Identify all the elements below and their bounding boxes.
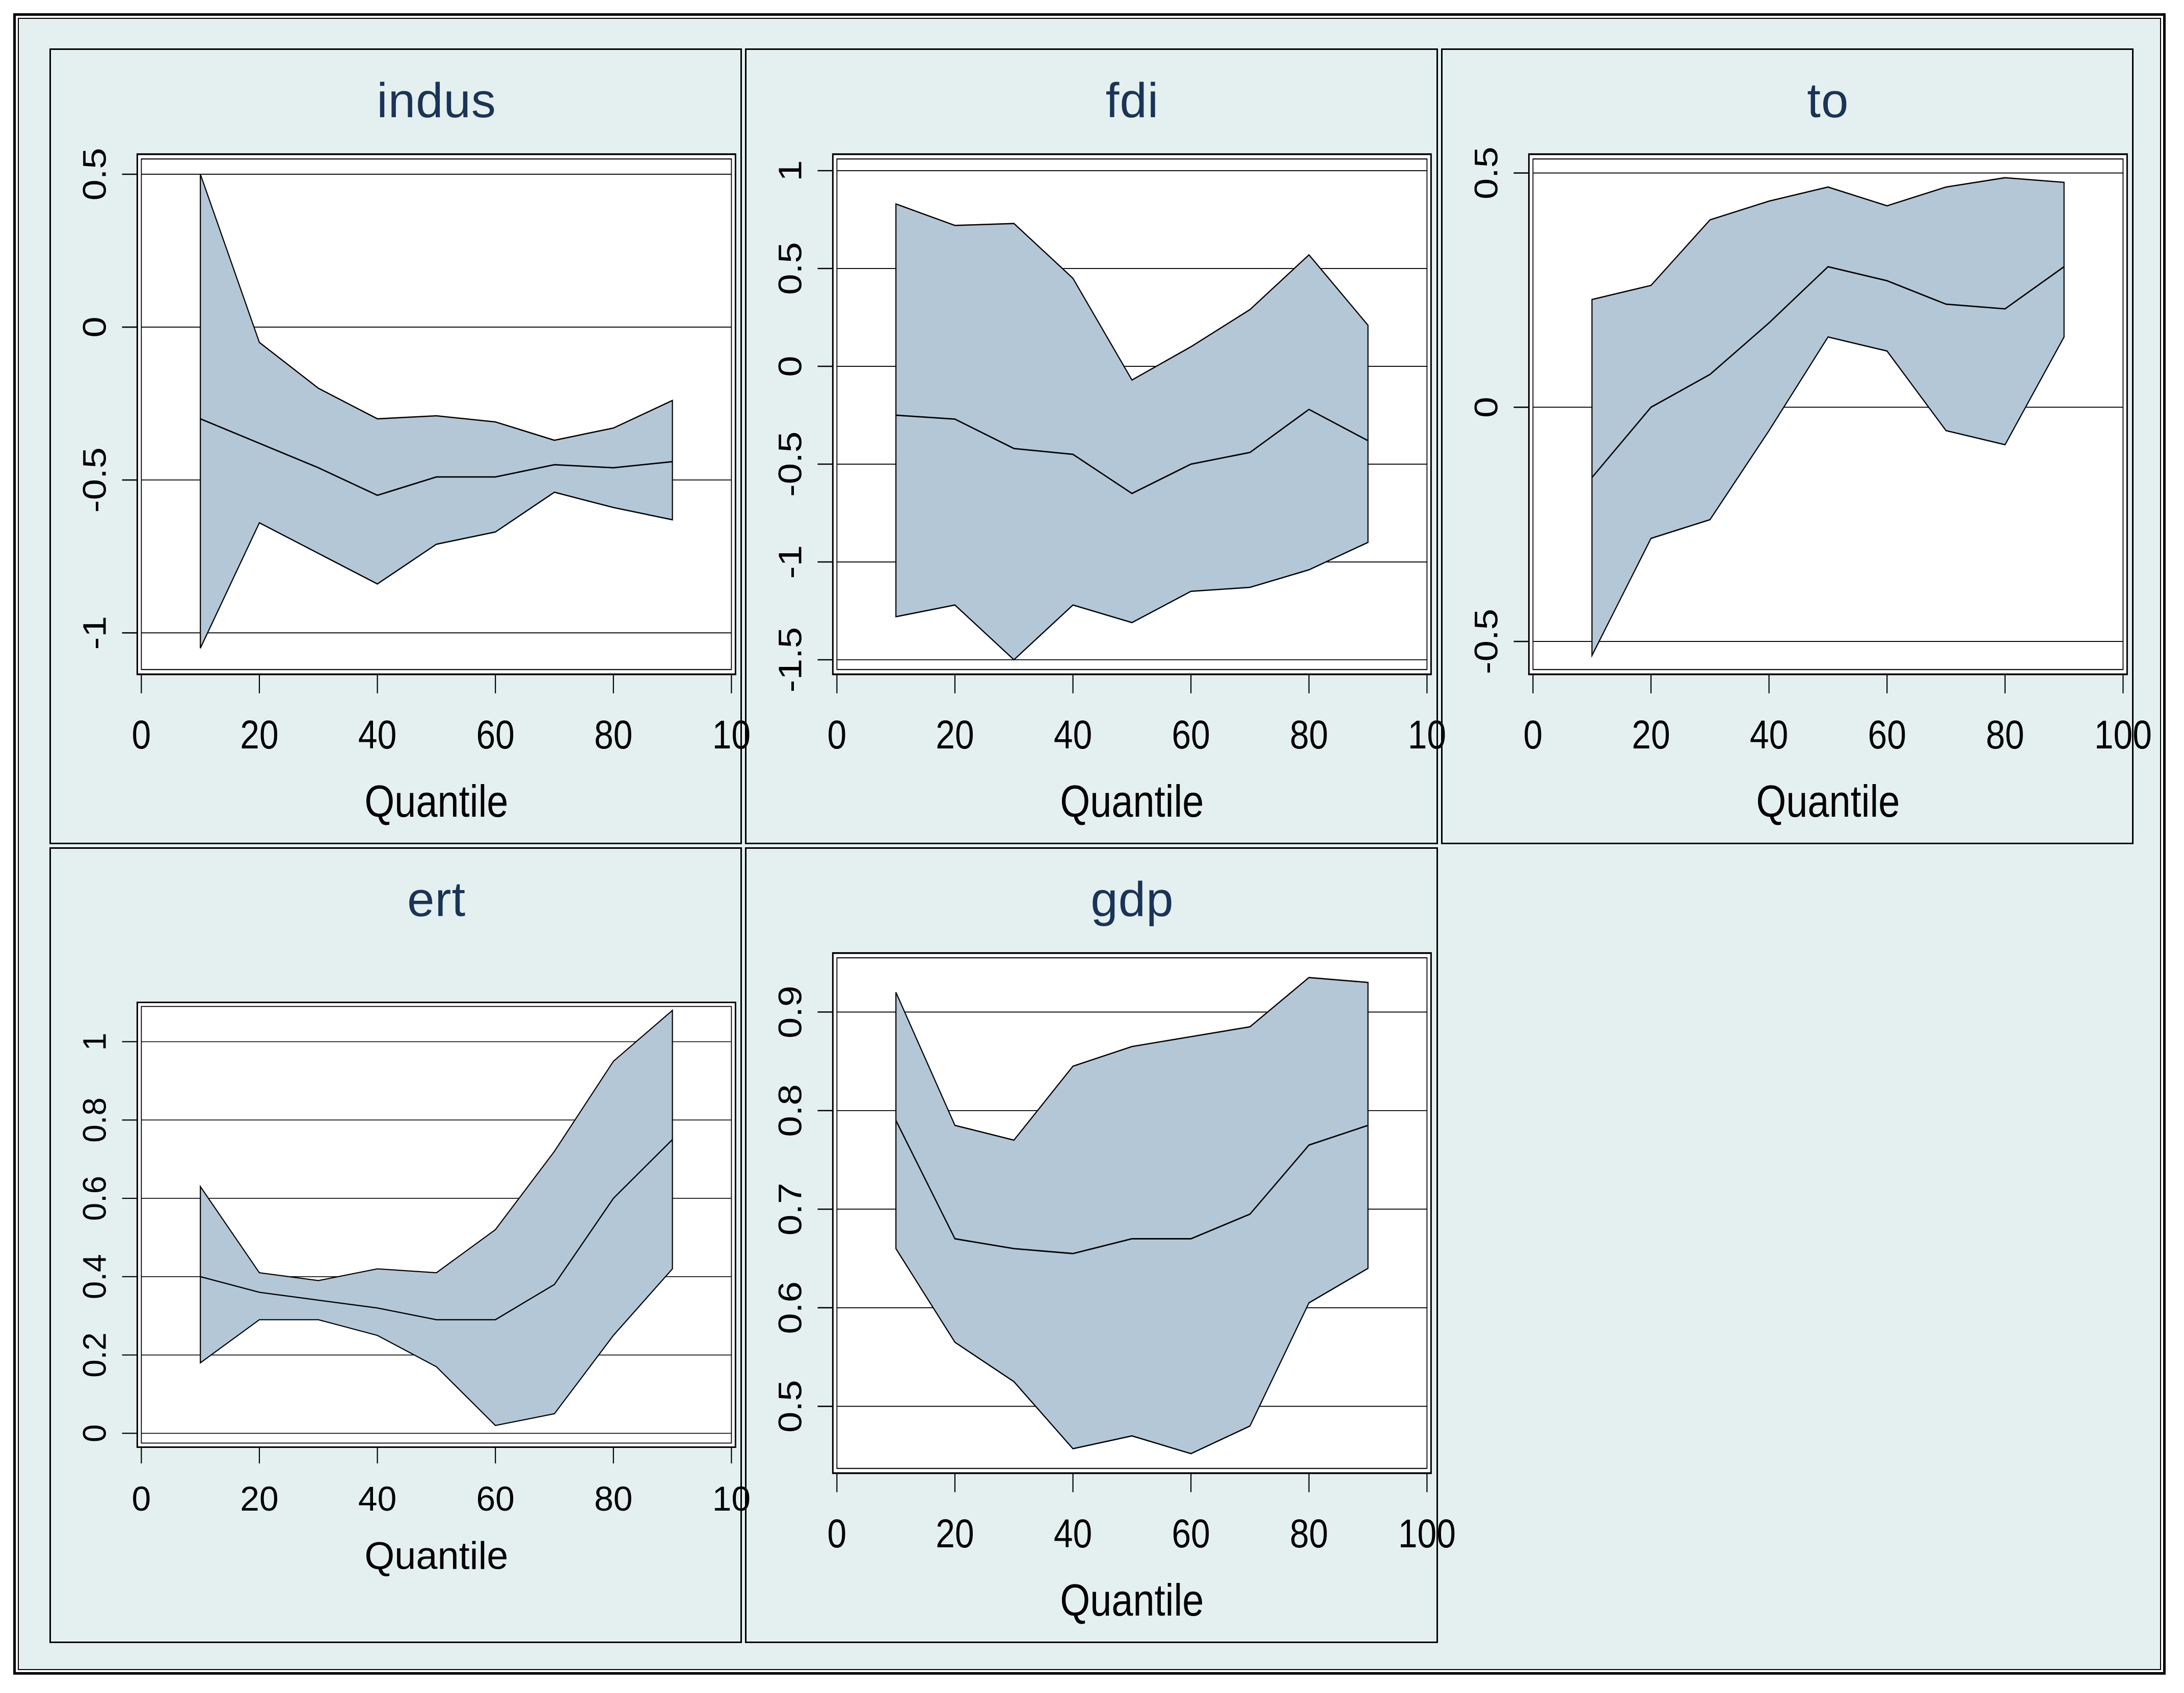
svg-text:60: 60 <box>1868 712 1906 757</box>
panel-fdi: fdi 1 0.5 0 -0.5 -1 -1.5 0 20 40 60 80 10 Quantile <box>745 48 1446 844</box>
panel-title-gdp: gdp <box>1090 872 1174 927</box>
svg-text:Quantile: Quantile <box>1756 776 1900 827</box>
svg-text:80: 80 <box>1986 712 2024 757</box>
svg-text:Quantile: Quantile <box>1060 776 1204 827</box>
svg-text:0: 0 <box>1523 712 1542 757</box>
svg-text:0.7: 0.7 <box>772 1183 809 1236</box>
svg-text:1: 1 <box>772 160 809 181</box>
svg-text:80: 80 <box>1290 1511 1328 1556</box>
svg-text:0.6: 0.6 <box>76 1176 113 1221</box>
svg-text:0.8: 0.8 <box>772 1084 809 1137</box>
svg-text:0: 0 <box>828 1511 847 1556</box>
svg-text:10: 10 <box>712 1480 751 1518</box>
svg-text:100: 100 <box>1398 1511 1456 1556</box>
panel-to: to 0.5 0 -0.5 0 20 40 60 80 100 Quantile <box>1441 48 2152 844</box>
quantile-plot-to: 0.5 0 -0.5 0 20 40 60 80 100 Quantile <box>1468 147 2151 827</box>
svg-text:Quantile: Quantile <box>1060 1575 1204 1626</box>
svg-text:40: 40 <box>1054 1511 1092 1556</box>
svg-text:60: 60 <box>1172 712 1210 757</box>
svg-text:20: 20 <box>1632 712 1670 757</box>
figure-inner-border: indus 0.5 0 -0.5 -1 0 20 40 60 80 10 Quantile fdi … <box>18 18 2161 1670</box>
svg-text:0.6: 0.6 <box>772 1281 809 1334</box>
svg-text:0.5: 0.5 <box>1468 147 1504 200</box>
svg-text:10: 10 <box>712 712 751 757</box>
svg-text:Quantile: Quantile <box>364 776 508 827</box>
svg-text:0.5: 0.5 <box>772 242 809 295</box>
svg-text:0: 0 <box>132 1480 151 1518</box>
svg-text:100: 100 <box>2094 712 2152 757</box>
quantile-plot-ert: 1 0.8 0.6 0.4 0.2 0 0 20 40 60 80 10 Quantile <box>76 1001 751 1578</box>
svg-text:-1: -1 <box>76 616 113 650</box>
svg-text:60: 60 <box>476 712 515 757</box>
panel-ert: ert 1 0.8 0.6 0.4 0.2 0 0 20 40 60 80 10 Quantile <box>49 847 751 1643</box>
svg-text:0: 0 <box>828 712 847 757</box>
panel-grid: indus 0.5 0 -0.5 -1 0 20 40 60 80 10 Quantile fdi … <box>49 48 2152 1643</box>
svg-text:0: 0 <box>772 356 809 377</box>
svg-text:60: 60 <box>1172 1511 1210 1556</box>
quantile-plot-indus: 0.5 0 -0.5 -1 0 20 40 60 80 10 Quantile <box>76 148 751 827</box>
svg-text:0: 0 <box>76 1425 113 1442</box>
svg-text:0.2: 0.2 <box>76 1332 113 1378</box>
svg-text:-0.5: -0.5 <box>772 432 809 497</box>
svg-text:10: 10 <box>1408 712 1446 757</box>
svg-text:80: 80 <box>594 1480 632 1518</box>
svg-text:80: 80 <box>1290 712 1328 757</box>
panel-title-fdi: fdi <box>1105 73 1159 128</box>
svg-text:-1: -1 <box>772 545 809 579</box>
panel-title-indus: indus <box>377 73 496 128</box>
svg-text:0: 0 <box>76 316 113 337</box>
svg-text:60: 60 <box>476 1480 515 1518</box>
svg-text:40: 40 <box>358 1480 396 1518</box>
svg-text:20: 20 <box>936 712 974 757</box>
svg-text:80: 80 <box>594 712 632 757</box>
quantile-plot-fdi: 1 0.5 0 -0.5 -1 -1.5 0 20 40 60 80 10 Quantile <box>772 153 1446 827</box>
panel-title-ert: ert <box>407 872 466 927</box>
svg-text:0.5: 0.5 <box>76 148 113 201</box>
quantile-plot-gdp: 0.9 0.8 0.7 0.6 0.5 0 20 40 60 80 100 Quantile <box>772 952 1456 1626</box>
figure-outer-border: indus 0.5 0 -0.5 -1 0 20 40 60 80 10 Quantile fdi … <box>13 13 2166 1675</box>
svg-text:0.8: 0.8 <box>76 1097 113 1143</box>
panel-gdp: gdp 0.9 0.8 0.7 0.6 0.5 0 20 40 60 80 100 Quantile <box>745 847 1456 1643</box>
panel-indus: indus 0.5 0 -0.5 -1 0 20 40 60 80 10 Quantile <box>49 48 751 844</box>
svg-text:-1.5: -1.5 <box>772 627 809 692</box>
svg-text:-0.5: -0.5 <box>1468 609 1504 674</box>
svg-text:0: 0 <box>132 712 151 757</box>
svg-text:40: 40 <box>358 712 396 757</box>
svg-text:0.4: 0.4 <box>76 1254 113 1299</box>
svg-text:20: 20 <box>936 1511 974 1556</box>
svg-text:0.5: 0.5 <box>772 1380 809 1433</box>
svg-text:20: 20 <box>240 1480 278 1518</box>
panel-title-to: to <box>1807 73 1849 128</box>
svg-text:40: 40 <box>1750 712 1788 757</box>
svg-text:20: 20 <box>240 712 278 757</box>
svg-text:0: 0 <box>1468 397 1504 418</box>
empty-cell <box>1441 847 2134 1643</box>
svg-text:-0.5: -0.5 <box>76 447 113 513</box>
svg-text:1: 1 <box>76 1033 113 1051</box>
svg-text:Quantile: Quantile <box>364 1535 508 1578</box>
svg-text:0.9: 0.9 <box>772 986 809 1039</box>
svg-text:40: 40 <box>1054 712 1092 757</box>
